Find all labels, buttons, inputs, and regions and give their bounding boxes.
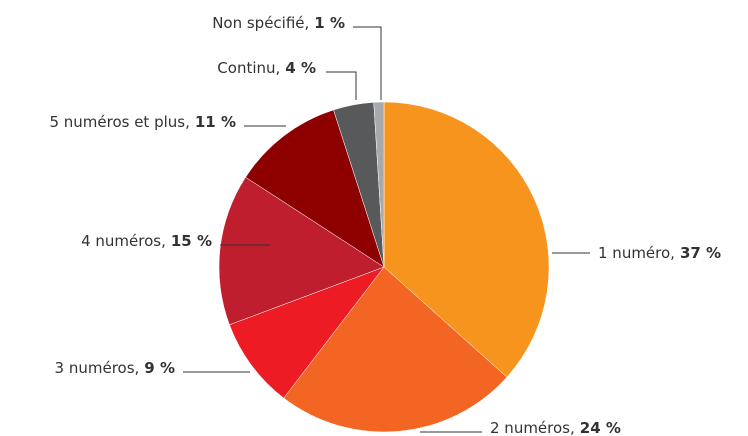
pie-slice bbox=[283, 266, 508, 433]
pie-slice bbox=[218, 176, 385, 326]
category-label: Continu, bbox=[217, 59, 280, 77]
value-label: 1 % bbox=[314, 14, 345, 32]
value-label: 15 % bbox=[171, 232, 212, 250]
value-label: 9 % bbox=[144, 359, 175, 377]
value-label: 24 % bbox=[580, 419, 621, 436]
leader-line bbox=[353, 26, 382, 100]
value-label: 11 % bbox=[195, 113, 236, 131]
value-label: 37 % bbox=[680, 244, 721, 262]
slice-label: Non spécifié, 1 % bbox=[212, 14, 345, 32]
pie-slice bbox=[245, 109, 385, 268]
category-label: Non spécifié, bbox=[212, 14, 309, 32]
category-label: 1 numéro, bbox=[598, 244, 675, 262]
slice-label: Continu, 4 % bbox=[217, 59, 316, 77]
pie-slice bbox=[383, 101, 550, 378]
value-label: 4 % bbox=[285, 59, 316, 77]
pie-slice bbox=[229, 266, 385, 399]
category-label: 5 numéros et plus, bbox=[49, 113, 189, 131]
category-label: 3 numéros, bbox=[55, 359, 140, 377]
slice-label: 4 numéros, 15 % bbox=[81, 232, 212, 250]
slice-label: 1 numéro, 37 % bbox=[598, 244, 721, 262]
slice-label: 3 numéros, 9 % bbox=[55, 359, 175, 377]
category-label: 2 numéros, bbox=[490, 419, 575, 436]
slice-label: 2 numéros, 24 % bbox=[490, 419, 621, 436]
pie-slice bbox=[373, 101, 385, 268]
slice-label: 5 numéros et plus, 11 % bbox=[49, 113, 236, 131]
category-label: 4 numéros, bbox=[81, 232, 166, 250]
leader-line bbox=[326, 71, 357, 100]
